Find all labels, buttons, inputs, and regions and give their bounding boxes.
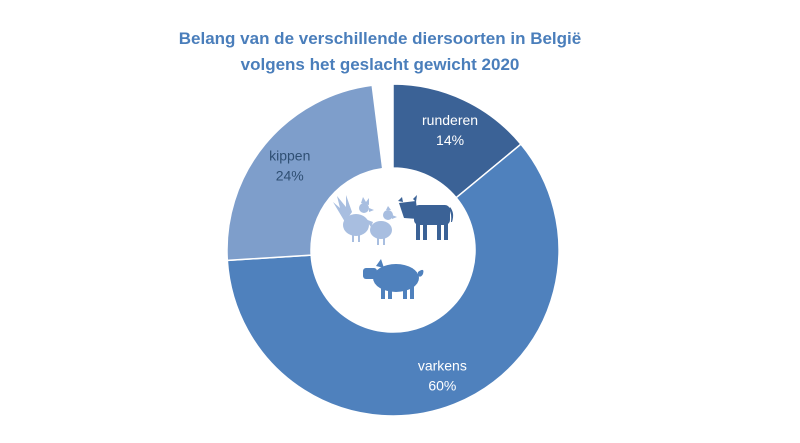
center-icons [333, 195, 454, 299]
donut-slices [226, 83, 560, 417]
slice-kippen [226, 84, 384, 262]
chart-title: Belang van de verschillende diersoorten … [0, 26, 760, 78]
chart-title-line-1: Belang van de verschillende diersoorten … [178, 29, 582, 48]
slice-value-varkens: 60% [428, 378, 456, 394]
chart-title-line-2: volgens het geslacht gewicht 2020 [240, 55, 520, 74]
slice-label-kippen: kippen [269, 148, 310, 164]
slice-value-runderen: 14% [436, 132, 464, 148]
slice-labels: runderen 14% varkens 60% kippen 24% [269, 112, 478, 394]
slice-label-runderen: runderen [422, 112, 478, 128]
hen-icon [365, 206, 397, 245]
rooster-icon [333, 195, 374, 242]
cow-icon [398, 195, 454, 240]
pig-icon [363, 259, 424, 299]
slice-value-kippen: 24% [276, 168, 304, 184]
slice-label-varkens: varkens [418, 358, 467, 374]
slice-varkens [226, 143, 560, 417]
